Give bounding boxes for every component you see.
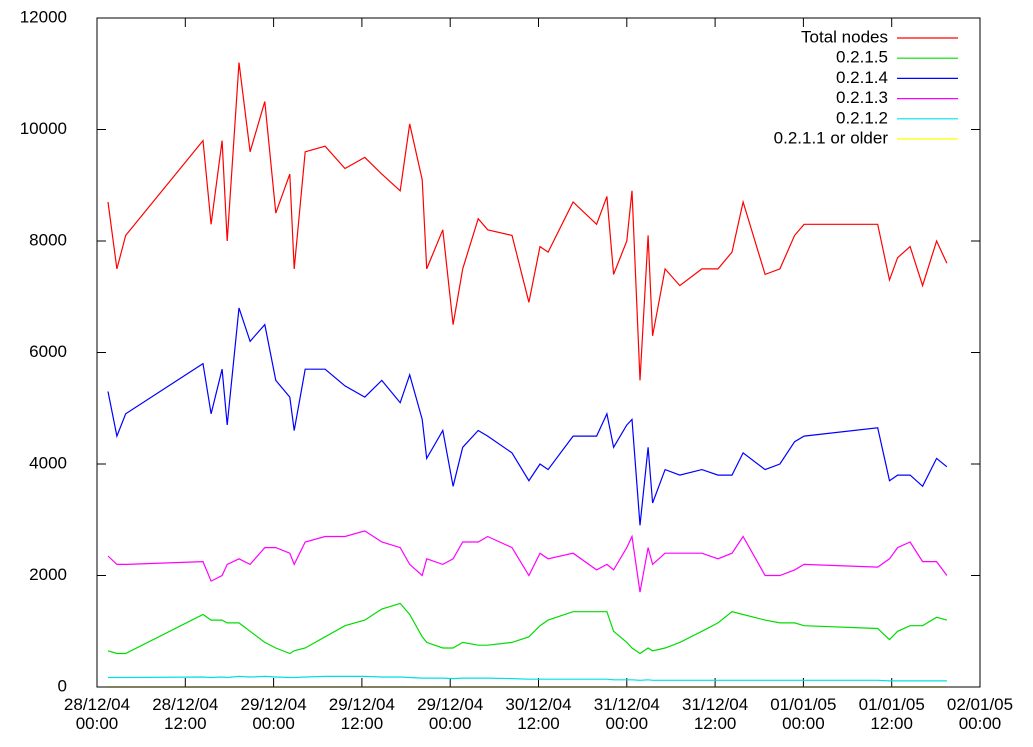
legend-label: 0.2.1.2 <box>836 108 888 127</box>
legend-label: 0.2.1.1 or older <box>774 128 889 147</box>
y-tick-label: 12000 <box>20 7 67 26</box>
legend-label: Total nodes <box>801 27 888 46</box>
series-line <box>107 307 948 526</box>
series-line <box>107 602 948 655</box>
x-tick-label: 31/12/04 00:00 <box>593 695 660 733</box>
x-tick-label: 29/12/04 12:00 <box>328 695 395 733</box>
series-line <box>108 675 947 682</box>
series-line <box>107 62 948 381</box>
x-tick-label: 30/12/04 12:00 <box>505 695 572 733</box>
series-line <box>107 530 948 593</box>
x-tick-label: 29/12/04 00:00 <box>417 695 484 733</box>
x-tick-label: 01/01/05 00:00 <box>770 695 837 733</box>
x-tick-label: 28/12/04 12:00 <box>152 695 219 733</box>
y-tick-label: 0 <box>58 676 67 695</box>
legend-label: 0.2.1.3 <box>836 88 888 107</box>
x-tick-label: 02/01/05 00:00 <box>946 695 1014 733</box>
y-tick-label: 6000 <box>29 342 67 361</box>
legend-label: 0.2.1.5 <box>836 48 888 67</box>
plot-border <box>96 17 981 688</box>
x-tick-label: 01/01/05 12:00 <box>858 695 925 733</box>
y-tick-label: 4000 <box>29 453 67 472</box>
legend-label: 0.2.1.4 <box>836 68 888 87</box>
x-tick-label: 28/12/04 00:00 <box>63 695 131 733</box>
y-tick-label: 8000 <box>29 230 67 249</box>
x-tick-label: 29/12/04 00:00 <box>240 695 307 733</box>
x-tick-label: 31/12/04 12:00 <box>682 695 749 733</box>
y-tick-label: 2000 <box>29 565 67 584</box>
y-tick-label: 10000 <box>20 119 67 138</box>
